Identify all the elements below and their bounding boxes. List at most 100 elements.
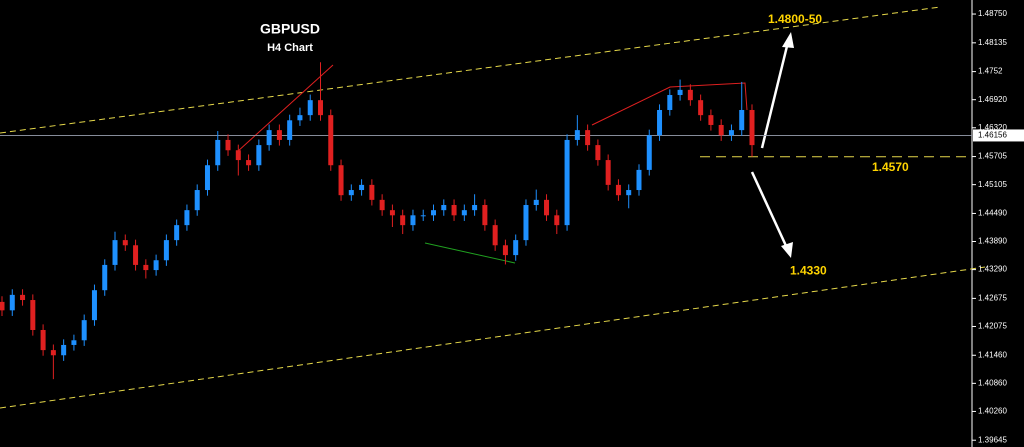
candle-body	[225, 139, 231, 151]
target-down: 1.4330	[790, 263, 827, 277]
candle-body	[667, 95, 673, 110]
y-tick-label: 1.40260	[978, 407, 1007, 416]
channel-top	[0, 6, 941, 134]
candle-body	[235, 150, 241, 161]
y-tick-label: 1.4752	[978, 67, 1003, 76]
trend-line	[424, 242, 516, 264]
trend-line	[591, 82, 748, 126]
candle-body	[215, 139, 221, 166]
candle-body	[451, 205, 457, 216]
target-up: 1.4800-50	[768, 12, 822, 26]
candle-body	[657, 109, 663, 136]
candle-body	[266, 130, 272, 146]
candle-body	[492, 225, 498, 246]
candle-body	[184, 210, 190, 226]
channel-bottom	[0, 266, 986, 409]
candle-body	[61, 344, 67, 356]
candle-body	[626, 190, 632, 196]
candle-body	[461, 210, 467, 216]
candle-body	[81, 320, 87, 341]
candle-body	[91, 290, 97, 321]
y-tick-label: 1.40860	[978, 378, 1007, 387]
candle-body	[441, 205, 447, 211]
candle-body	[615, 184, 621, 196]
candle-body	[328, 115, 334, 166]
arrow-head	[782, 32, 794, 48]
level-label: 1.4570	[872, 160, 909, 174]
candle-body	[595, 145, 601, 161]
y-tick-label: 1.39645	[978, 435, 1007, 444]
current-price-box	[973, 129, 1024, 142]
arrow-head	[781, 242, 793, 258]
y-tick-label: 1.42075	[978, 322, 1007, 331]
candle-body	[739, 109, 745, 131]
candle-body	[204, 165, 210, 191]
candle-body	[502, 245, 508, 256]
y-tick-label: 1.45105	[978, 180, 1007, 189]
y-tick-label: 1.46320	[978, 123, 1007, 132]
arrow-up	[760, 41, 790, 149]
candle-body	[636, 169, 642, 191]
candle-body	[523, 205, 529, 241]
candle-body	[71, 340, 77, 345]
y-tick-label: 1.46920	[978, 95, 1007, 104]
candle-body	[133, 245, 139, 265]
candle-body	[389, 210, 395, 216]
candle-body	[307, 100, 313, 116]
candle-body	[30, 300, 36, 330]
candle-body	[605, 160, 611, 185]
trend-line	[236, 64, 334, 153]
candle-body	[153, 260, 159, 271]
candle-body	[122, 240, 128, 246]
chart-subtitle: H4 Chart	[267, 42, 313, 54]
candle-body	[554, 215, 560, 226]
candle-body	[585, 130, 591, 146]
y-tick-label: 1.42675	[978, 293, 1007, 302]
y-tick-label: 1.44490	[978, 209, 1007, 218]
candle-body	[533, 199, 539, 206]
candle-body	[400, 215, 406, 226]
candle-body	[698, 100, 704, 116]
y-tick-label: 1.41460	[978, 350, 1007, 359]
candle-body	[687, 89, 693, 101]
candle-body	[574, 130, 580, 140]
candle-body	[338, 165, 344, 196]
candle-body	[410, 215, 416, 226]
candle-body	[431, 210, 437, 216]
candle-body	[20, 294, 26, 301]
candle-body	[9, 294, 15, 311]
y-tick-label: 1.45705	[978, 152, 1007, 161]
candle-body	[276, 130, 282, 140]
candle-body	[317, 100, 323, 116]
chart-title: GBPUSD	[260, 21, 320, 37]
candle-body	[369, 184, 375, 200]
candle-body	[194, 190, 200, 211]
candle-body	[287, 120, 293, 140]
candle-body	[174, 225, 180, 241]
candle-body	[564, 139, 570, 226]
candle-body	[677, 89, 683, 96]
candle-body	[0, 301, 5, 311]
candle-body	[102, 264, 108, 291]
candle-body	[472, 205, 478, 211]
candle-body	[297, 115, 303, 121]
candle-body	[348, 190, 354, 196]
current-price-label: 1.46156	[978, 131, 1007, 140]
candle-body	[50, 350, 56, 356]
candle-body	[482, 205, 488, 226]
arrow-down	[750, 171, 789, 249]
arrows	[750, 32, 794, 258]
candle-body	[544, 199, 550, 216]
y-tick-label: 1.43890	[978, 237, 1007, 246]
candle-body	[379, 199, 385, 211]
candle-body	[718, 124, 724, 136]
candle-body	[40, 329, 46, 351]
candle-body	[708, 115, 714, 125]
candle-body	[728, 130, 734, 136]
candle-body	[256, 145, 262, 166]
candle-body	[359, 184, 365, 191]
candle-body	[646, 135, 652, 170]
y-tick-label: 1.43290	[978, 265, 1007, 274]
